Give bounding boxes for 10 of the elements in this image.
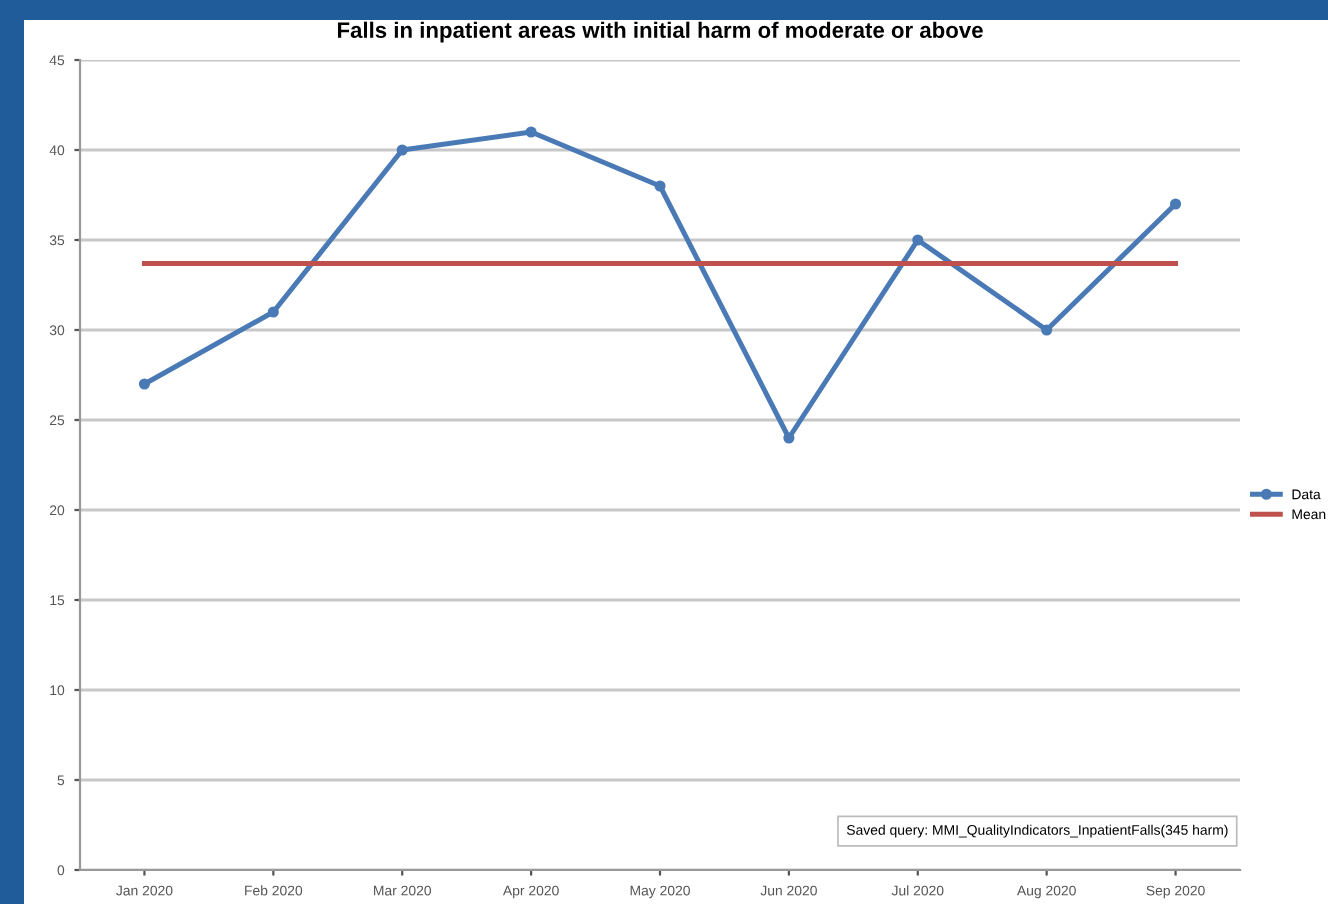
point [267,306,279,318]
point [1041,324,1053,336]
point [525,126,537,138]
point [1170,198,1182,210]
point [396,144,408,156]
point [654,180,666,192]
point [783,432,795,444]
chart-title: Falls in inpatient areas with initial harm of moderate or above [337,21,983,43]
point [912,234,924,246]
point [138,378,150,390]
